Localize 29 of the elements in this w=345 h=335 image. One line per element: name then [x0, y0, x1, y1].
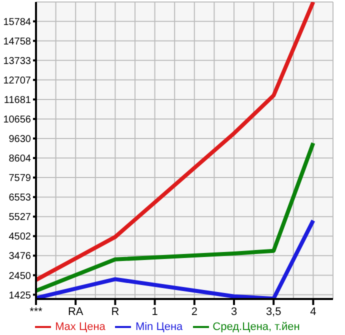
x-tick-label: 4 — [310, 306, 316, 318]
y-tick-label: 11681 — [4, 95, 32, 106]
y-tick-label: 4502 — [8, 232, 32, 243]
x-tick-label: 3,5 — [266, 306, 282, 318]
y-tick-label: 7579 — [8, 173, 32, 184]
y-tick-label: 2450 — [8, 270, 32, 282]
y-tick-label: 3476 — [8, 251, 32, 262]
legend-label: Min Цена — [135, 320, 183, 333]
y-tick-label: 1425 — [8, 290, 32, 302]
legend-label: Max Цена — [55, 320, 106, 333]
y-tick-label: 5527 — [8, 212, 32, 224]
y-tick-label: 14758 — [3, 36, 32, 48]
y-tick-label: 10656 — [3, 114, 32, 126]
x-tick-label: RA — [68, 306, 84, 318]
x-tick-label: 1 — [152, 306, 158, 318]
line-series — [36, 218, 316, 299]
x-tick-label: 2 — [191, 306, 198, 318]
line-series — [36, 141, 316, 293]
y-tick-label: 15784 — [3, 16, 32, 28]
legend-label: Сред.Цена, т.йен — [212, 320, 300, 333]
y-tick-label: 6553 — [8, 192, 32, 204]
y-tick-label: 13733 — [3, 56, 32, 67]
y-tick-label: 9630 — [8, 134, 32, 146]
x-tick-label: R — [111, 306, 120, 318]
y-tick-label: 8604 — [8, 154, 32, 165]
y-tick-label: 12707 — [3, 75, 32, 86]
line-series — [36, 2, 316, 282]
x-tick-label: *** — [30, 306, 44, 318]
x-tick-label: 3 — [230, 306, 238, 318]
